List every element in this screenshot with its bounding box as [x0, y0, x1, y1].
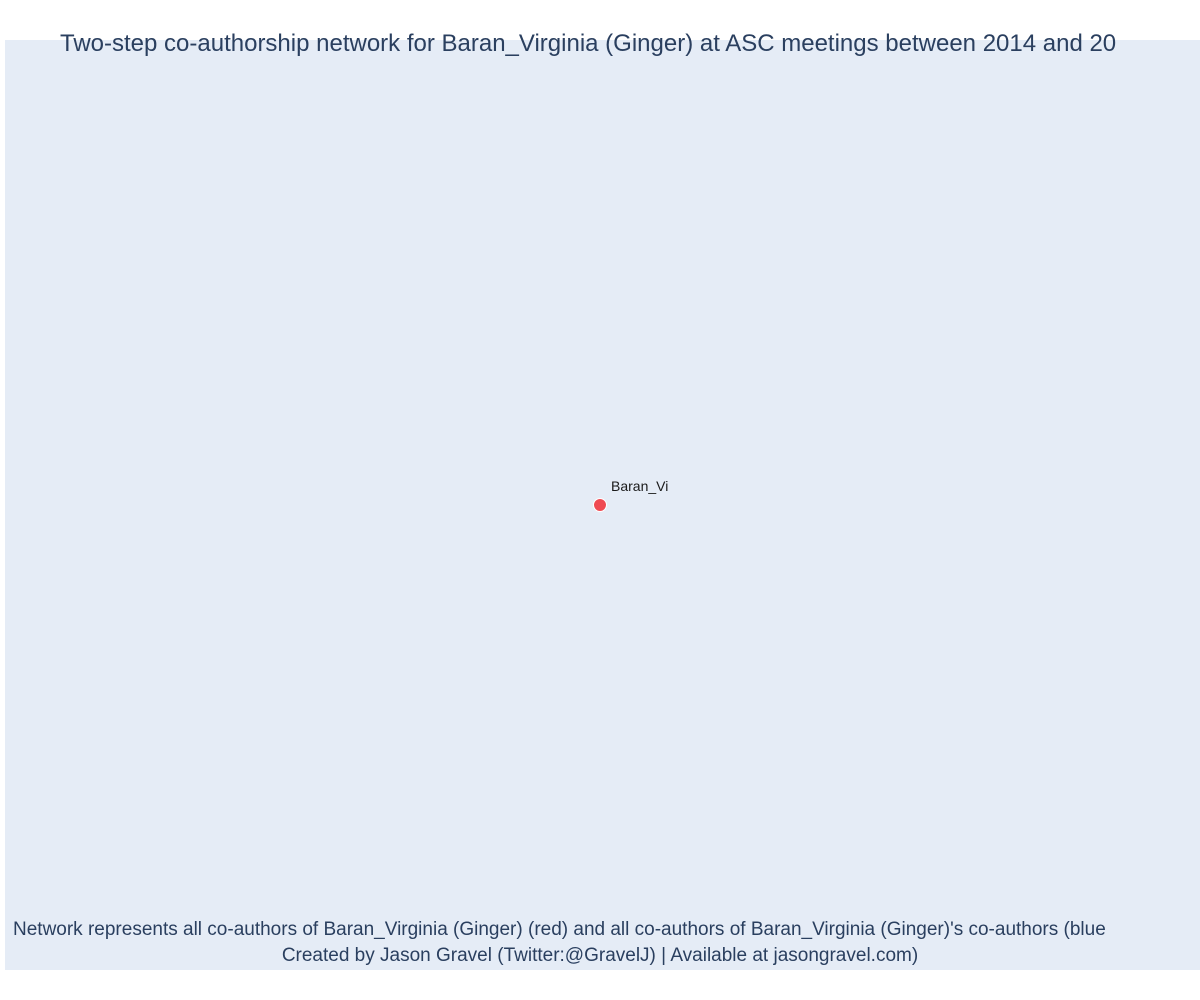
node-ego[interactable] [593, 498, 607, 512]
caption-line-1: Network represents all co-authors of Bar… [13, 919, 1106, 940]
caption: Network represents all co-authors of Bar… [0, 917, 1200, 969]
caption-line-2: Created by Jason Gravel (Twitter:@Gravel… [281, 945, 919, 966]
chart-title: Two-step co-authorship network for Baran… [60, 30, 1117, 57]
node-label: Baran_Vi [611, 478, 668, 494]
